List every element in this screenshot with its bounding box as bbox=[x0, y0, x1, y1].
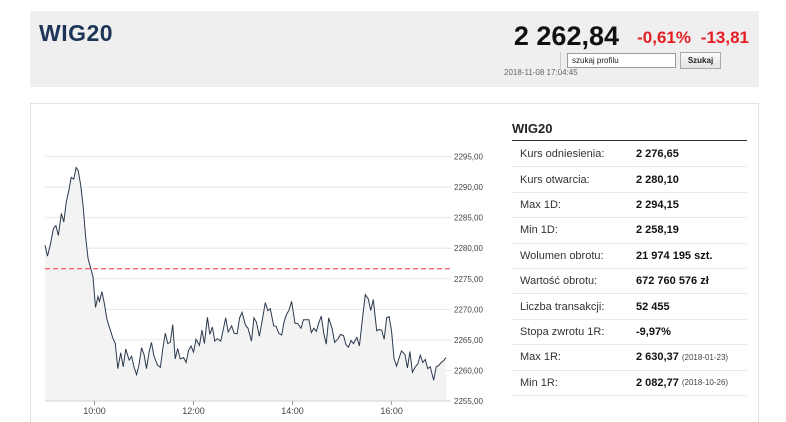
chart-container: 2255,00 2260,00 2265,00 2270,00 2275,00 2280,… bbox=[41, 118, 495, 422]
series-area bbox=[45, 167, 447, 401]
index-value: 2 262,84 bbox=[513, 21, 619, 51]
stats-value: -9,97% bbox=[636, 325, 671, 338]
stats-row: Wartość obrotu: 672 760 576 zł bbox=[512, 269, 747, 295]
header-divider bbox=[560, 52, 561, 70]
stats-value: 21 974 195 szt. bbox=[636, 249, 713, 262]
stats-row: Max 1R: 2 630,37 (2018-01-23) bbox=[512, 345, 747, 371]
x-tick-label: 14:00 bbox=[281, 406, 304, 416]
stats-value: 2 082,77 bbox=[636, 376, 679, 389]
stats-row: Kurs odniesienia: 2 276,65 bbox=[512, 142, 747, 168]
series-line bbox=[44, 166, 447, 381]
x-tick-label: 16:00 bbox=[380, 406, 403, 416]
stats-table: Kurs odniesienia: 2 276,65 Kurs otwarcia: 2… bbox=[512, 142, 747, 396]
stats-label: Wolumen obrotu: bbox=[520, 249, 604, 262]
search-button[interactable]: Szukaj bbox=[680, 52, 721, 69]
stats-date: (2018-10-26) bbox=[681, 378, 729, 388]
stats-label: Liczba transakcji: bbox=[520, 300, 605, 313]
change-percent: -0,61% bbox=[637, 28, 691, 47]
y-tick-label: 2255,00 bbox=[454, 397, 483, 406]
index-title: WIG20 bbox=[39, 20, 114, 46]
stats-label: Stopa zwrotu 1R: bbox=[520, 325, 605, 338]
stats-row: Wolumen obrotu: 21 974 195 szt. bbox=[512, 244, 747, 269]
y-tick-label: 2275,00 bbox=[454, 275, 483, 284]
stats-date: (2018-01-23) bbox=[681, 352, 729, 362]
stats-label: Max 1D: bbox=[520, 198, 561, 211]
intraday-line-chart: 2255,00 2260,00 2265,00 2270,00 2275,00 2280,… bbox=[44, 153, 483, 416]
y-tick-label: 2280,00 bbox=[454, 244, 483, 253]
change-absolute: -13,81 bbox=[700, 28, 749, 47]
stats-row: Kurs otwarcia: 2 280,10 bbox=[512, 167, 747, 193]
y-tick-label: 2285,00 bbox=[454, 214, 483, 223]
stats-value: 2 280,10 bbox=[636, 173, 679, 186]
stats-row: Min 1R: 2 082,77 (2018-10-26) bbox=[512, 371, 747, 396]
stats-label: Min 1D: bbox=[520, 224, 558, 237]
stats-value: 672 760 576 zł bbox=[636, 275, 709, 288]
stats-value: 2 294,15 bbox=[636, 198, 679, 211]
stats-label: Kurs otwarcia: bbox=[520, 173, 590, 186]
quote-timestamp: 2018-11-08 17:04:45 bbox=[504, 68, 578, 77]
stats-value: 2 276,65 bbox=[636, 148, 679, 161]
stats-row: Stopa zwrotu 1R: -9,97% bbox=[512, 320, 747, 346]
stats-label: Wartość obrotu: bbox=[520, 275, 598, 288]
y-tick-label: 2260,00 bbox=[454, 366, 483, 375]
y-tick-label: 2295,00 bbox=[454, 153, 483, 162]
x-tick-label: 10:00 bbox=[83, 406, 106, 416]
stats-value: 2 630,37 bbox=[636, 351, 679, 364]
search-profile-input[interactable] bbox=[567, 53, 676, 68]
stats-row: Liczba transakcji: 52 455 bbox=[512, 294, 747, 320]
y-tick-label: 2265,00 bbox=[454, 336, 483, 345]
stats-label: Max 1R: bbox=[520, 351, 561, 364]
stats-row: Min 1D: 2 258,19 bbox=[512, 218, 747, 244]
stats-table-title: WIG20 bbox=[512, 121, 553, 136]
y-tick-label: 2290,00 bbox=[454, 183, 483, 192]
x-tick-label: 12:00 bbox=[182, 406, 205, 416]
header-bar: WIG20 2 262,84 -0,61% -13,81 2018-11-08 … bbox=[30, 11, 759, 87]
y-tick-label: 2270,00 bbox=[454, 305, 483, 314]
stats-value: 2 258,19 bbox=[636, 224, 679, 237]
stats-table-rule bbox=[512, 140, 747, 141]
stats-row: Max 1D: 2 294,15 bbox=[512, 193, 747, 219]
stats-label: Kurs odniesienia: bbox=[520, 148, 605, 161]
stats-value: 52 455 bbox=[636, 300, 670, 313]
stats-label: Min 1R: bbox=[520, 376, 558, 389]
